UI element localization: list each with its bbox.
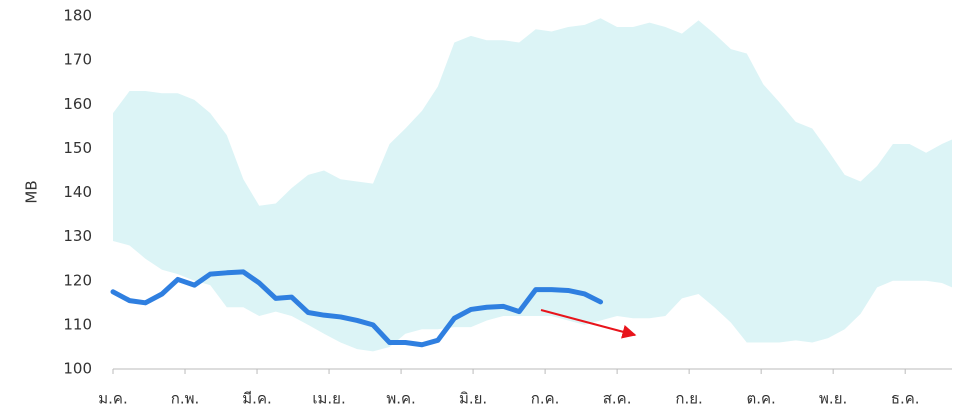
x-tick-label: ก.พ. [171, 390, 200, 408]
x-tick-label: ก.ย. [675, 390, 702, 408]
y-tick-label: 140 [63, 183, 92, 201]
x-tick-label: ส.ค. [603, 390, 632, 408]
x-tick-label: ก.ค. [531, 390, 560, 408]
x-tick-label: มิ.ย. [459, 390, 487, 408]
x-tick-label: ม.ค. [98, 390, 127, 408]
y-tick-label: 110 [63, 315, 92, 333]
y-tick-label: 100 [63, 360, 92, 378]
y-tick-label: 160 [63, 95, 92, 113]
y-tick-label: 120 [63, 271, 92, 289]
x-tick-label: ต.ค. [746, 390, 775, 408]
x-tick-label: เม.ย. [312, 390, 345, 408]
y-tick-label: 130 [63, 227, 92, 245]
y-tick-label: 170 [63, 51, 92, 69]
x-tick-label: พ.ย. [819, 390, 847, 408]
plot-area [110, 18, 952, 374]
x-tick-label: มี.ค. [242, 390, 271, 408]
y-tick-label: 180 [63, 7, 92, 25]
range-band [113, 18, 952, 352]
y-axis-label: MB [23, 180, 41, 203]
data-line [110, 269, 604, 348]
trend-arrow [540, 309, 637, 339]
x-tick-label: ธ.ค. [891, 390, 920, 408]
y-tick-label: 150 [63, 139, 92, 157]
x-tick-label: พ.ค. [386, 390, 415, 408]
